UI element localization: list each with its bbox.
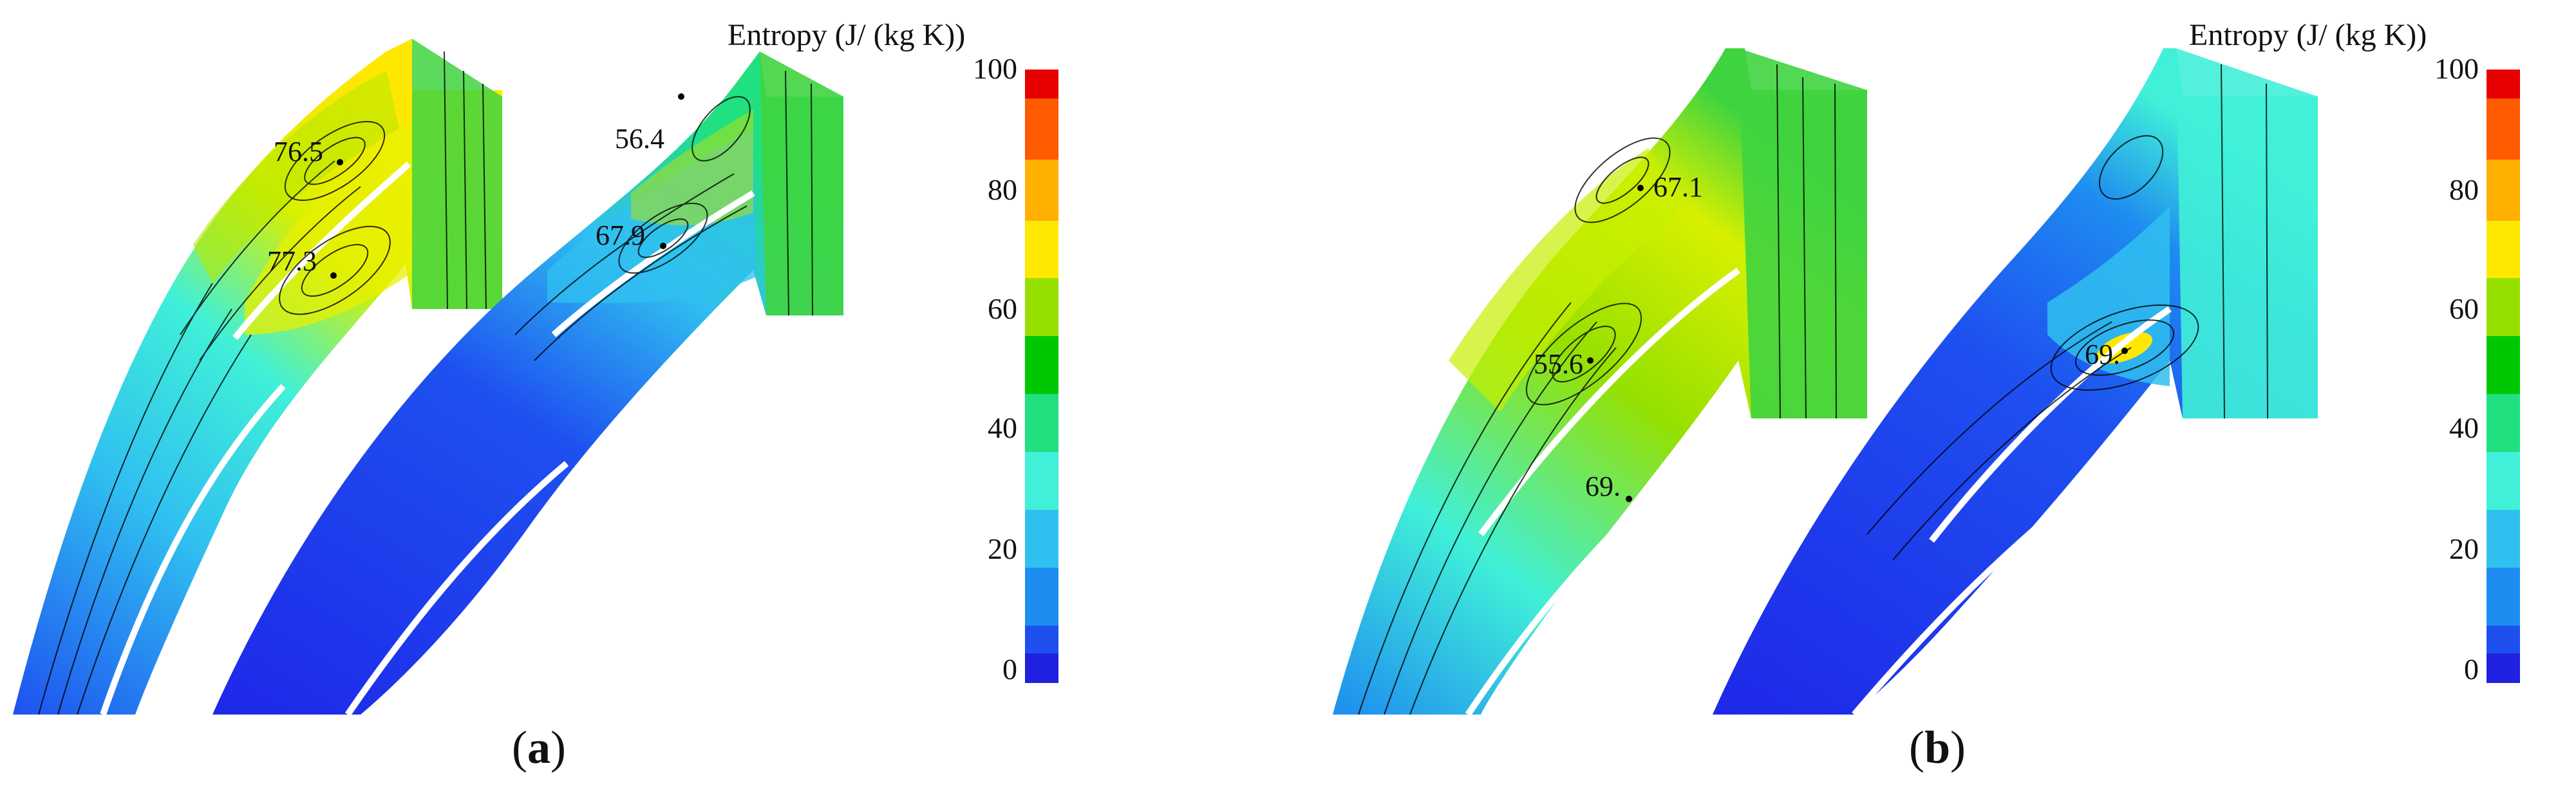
probe-label: 69. [1585, 471, 1621, 502]
probe-label: 55.6 [1534, 348, 1583, 380]
colorbar-b [2487, 70, 2520, 683]
panel-a: 76.5 77.3 56.4 67.9 Entropy (J/ (kg K)) … [13, 18, 1058, 773]
probe-label: 67.9 [596, 220, 645, 251]
colorbar-tick: 80 [2449, 173, 2479, 206]
probe-label: 77.3 [267, 245, 317, 277]
probe-label: 67.1 [1653, 171, 1703, 203]
entropy-contour-plot-a: 76.5 77.3 56.4 67.9 Entropy (J/ (kg K)) … [13, 18, 1058, 715]
entropy-contour-plot-b: 67.1 55.6 69. 69. Entropy (J/ (kg K)) 10… [1333, 18, 2520, 717]
colorbar-tick: 0 [1002, 653, 1017, 686]
colorbar-tick: 0 [2464, 653, 2479, 686]
colorbar-tick: 40 [988, 411, 1017, 444]
colorbar-tick: 60 [988, 292, 1017, 325]
colorbar-tick: 20 [2449, 532, 2479, 565]
colorbar-tick: 40 [2449, 411, 2479, 444]
colorbar-tick: 100 [2434, 52, 2479, 85]
probe-label: 76.5 [274, 136, 323, 167]
colorbar-tick: 80 [988, 173, 1017, 206]
blade-b-left [1478, 267, 1740, 537]
blade-b-right [1929, 306, 2172, 543]
colorbar-title: Entropy (J/ (kg K)) [728, 18, 965, 52]
panel-label-a: (a) [512, 722, 566, 773]
panel-b: 67.1 55.6 69. 69. Entropy (J/ (kg K)) 10… [1288, 0, 2576, 795]
flow-passage-left-b [1333, 48, 1867, 715]
colorbar-a [1025, 70, 1058, 683]
colorbar-tick: 60 [2449, 292, 2479, 325]
probe-label: 56.4 [615, 123, 664, 154]
blade-a-right [551, 190, 755, 337]
colorbar-title: Entropy (J/ (kg K)) [2189, 18, 2427, 52]
blade-a-left [232, 162, 411, 341]
colorbar-tick: 20 [988, 532, 1017, 565]
colorbar-tick: 100 [973, 52, 1017, 85]
panel-label-b: (b) [1909, 722, 1966, 773]
probe-label: 69. [2085, 339, 2120, 370]
